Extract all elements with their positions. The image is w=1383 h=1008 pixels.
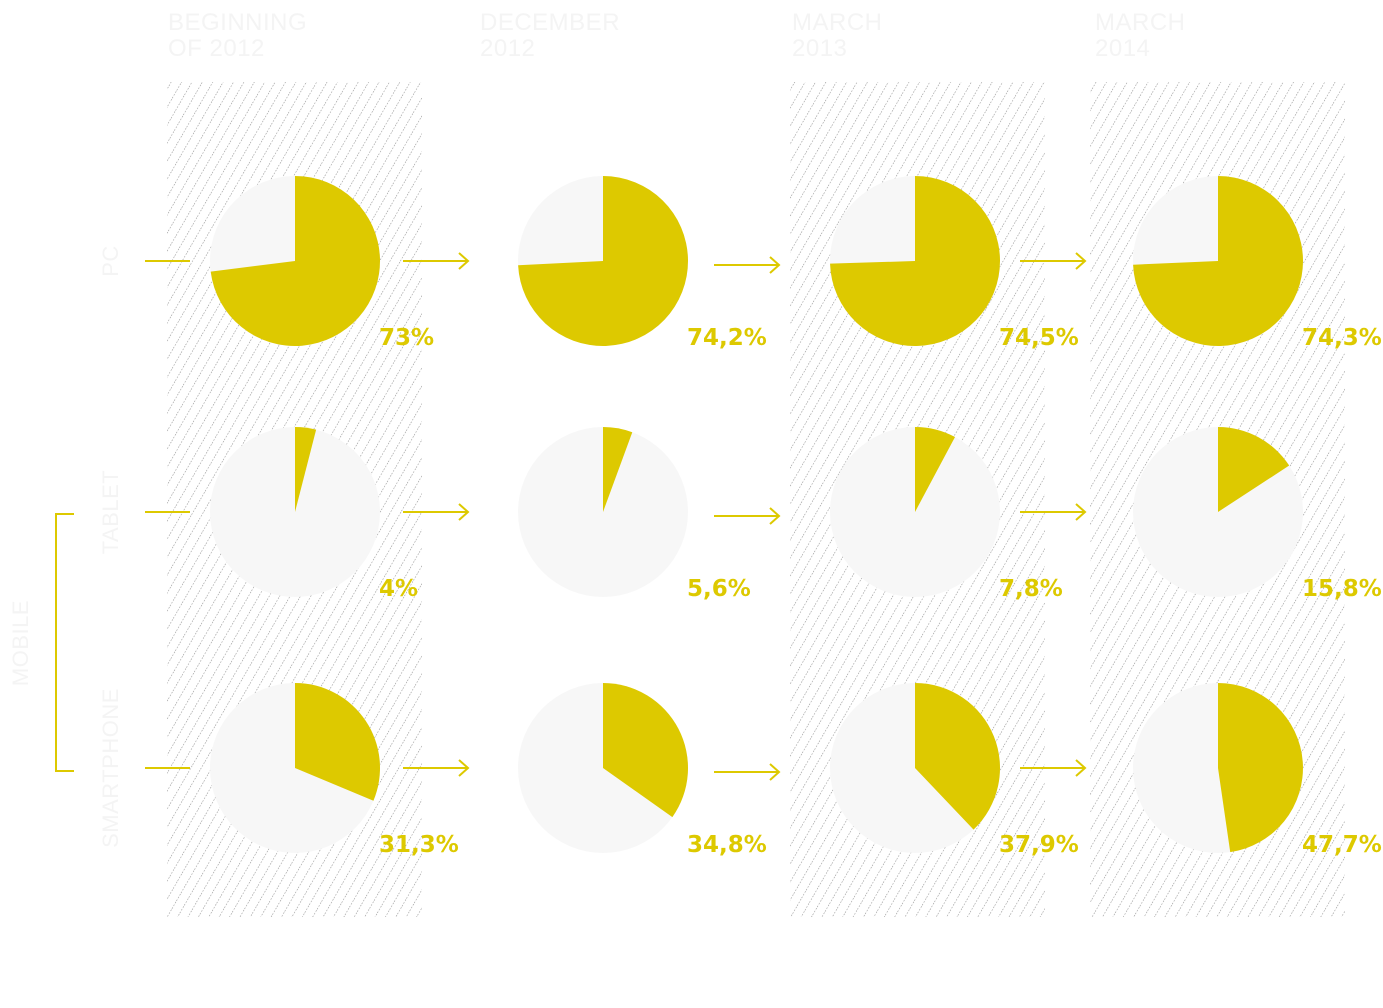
period-header-3-line-0: MARCH	[1095, 9, 1186, 36]
value-label-0-0: 73%	[379, 325, 434, 351]
pie-slice-2-1	[603, 683, 688, 818]
arrow-1-2	[1020, 503, 1087, 521]
group-label-mobile: MOBILE	[8, 600, 33, 686]
arrow-2-1	[714, 763, 781, 781]
row-label-pc: PC	[98, 245, 123, 277]
row-label-smartphone: SMARTPHONE	[98, 688, 123, 848]
value-label-0-2: 74,5%	[999, 325, 1079, 351]
value-label-1-1: 5,6%	[687, 576, 751, 602]
value-label-2-0: 31,3%	[379, 832, 459, 858]
value-label-2-2: 37,9%	[999, 832, 1079, 858]
pie-slice-2-3	[1218, 683, 1303, 853]
period-header-2-line-1: 2013	[792, 35, 847, 62]
pie-slice-1-1	[603, 427, 633, 512]
value-label-1-0: 4%	[379, 576, 418, 602]
value-label-2-1: 34,8%	[687, 832, 767, 858]
period-header-0-line-1: OF 2012	[168, 35, 265, 62]
row-label-tablet: TABLET	[98, 470, 123, 555]
pie-slice-1-3	[1218, 427, 1290, 512]
value-label-0-3: 74,3%	[1302, 325, 1382, 351]
pie-slice-0-3	[1133, 176, 1303, 347]
pie-slice-1-0	[295, 427, 317, 512]
pie-slice-1-2	[915, 427, 956, 512]
pie-slice-0-1	[518, 176, 689, 346]
arrow-0-1	[714, 256, 781, 274]
value-label-1-3: 15,8%	[1302, 576, 1382, 602]
arrow-2-0	[403, 759, 470, 777]
pie-slice-2-0	[295, 683, 381, 801]
pie-slice-0-0	[210, 176, 381, 347]
mobile-bracket	[55, 513, 74, 772]
period-header-2-line-0: MARCH	[792, 9, 883, 36]
value-label-2-3: 47,7%	[1302, 832, 1382, 858]
period-header-0-line-0: BEGINNING	[168, 9, 307, 36]
arrow-1-0	[403, 503, 470, 521]
period-header-3-line-1: 2014	[1095, 35, 1150, 62]
arrow-0-0	[403, 252, 470, 270]
period-header-1-line-0: DECEMBER	[480, 9, 620, 36]
arrow-1-1	[714, 507, 781, 525]
pie-slice-0-2	[830, 176, 1000, 346]
value-label-1-2: 7,8%	[999, 576, 1063, 602]
value-label-0-1: 74,2%	[687, 325, 767, 351]
arrow-2-2	[1020, 759, 1087, 777]
pie-slice-2-2	[915, 683, 1001, 830]
arrow-0-2	[1020, 252, 1087, 270]
period-header-1-line-1: 2012	[480, 35, 535, 62]
